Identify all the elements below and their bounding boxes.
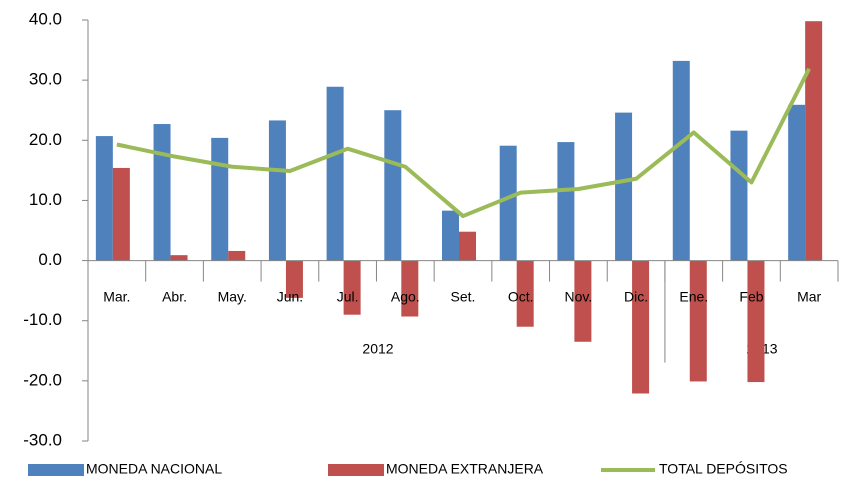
bar bbox=[343, 260, 361, 315]
bar bbox=[615, 112, 633, 261]
x-tick-label: Jun. bbox=[277, 288, 303, 304]
y-tick-label: 10.0 bbox=[29, 190, 62, 209]
line bbox=[116, 67, 811, 219]
y-tick-label: 40.0 bbox=[29, 9, 62, 28]
x-tick-label: Ago. bbox=[391, 288, 420, 304]
y-tick-label: 0.0 bbox=[38, 250, 62, 269]
bar bbox=[747, 260, 765, 383]
legend-swatch bbox=[28, 464, 84, 476]
bar bbox=[153, 124, 171, 261]
bar bbox=[384, 110, 402, 261]
y-tick-label: -20.0 bbox=[23, 370, 62, 389]
x-group-label: 2012 bbox=[362, 341, 393, 357]
bar bbox=[459, 231, 476, 261]
bar bbox=[268, 120, 286, 261]
legend-label: TOTAL DEPÓSITOS bbox=[659, 461, 788, 477]
bar bbox=[112, 167, 130, 261]
x-tick-label: Feb bbox=[739, 288, 763, 304]
bar bbox=[557, 142, 575, 261]
bar bbox=[442, 210, 459, 261]
bar bbox=[574, 260, 592, 342]
x-tick-label: Mar. bbox=[103, 288, 130, 304]
bar bbox=[499, 145, 517, 261]
bar bbox=[228, 250, 246, 261]
bar bbox=[788, 104, 806, 261]
y-tick-label: -10.0 bbox=[23, 310, 62, 329]
bar bbox=[170, 255, 188, 261]
bar bbox=[632, 260, 650, 394]
legend-swatch bbox=[328, 464, 384, 476]
bar bbox=[211, 137, 229, 261]
x-tick-label: Oct. bbox=[508, 288, 534, 304]
legend-label: MONEDA NACIONAL bbox=[86, 461, 222, 477]
x-tick-label: Ene. bbox=[679, 288, 708, 304]
y-tick-label: -30.0 bbox=[23, 430, 62, 449]
x-tick-label: May. bbox=[218, 288, 247, 304]
x-tick-label: Nov. bbox=[565, 288, 593, 304]
bar bbox=[672, 60, 690, 261]
bar bbox=[326, 86, 344, 261]
y-tick-label: 20.0 bbox=[29, 130, 62, 149]
bar bbox=[689, 260, 707, 382]
x-tick-label: Set. bbox=[451, 288, 476, 304]
bar bbox=[285, 260, 303, 298]
bar bbox=[95, 136, 113, 261]
x-tick-label: Jul. bbox=[337, 288, 359, 304]
y-tick-label: 30.0 bbox=[29, 70, 62, 89]
bar bbox=[516, 260, 534, 327]
x-tick-label: Abr. bbox=[162, 288, 187, 304]
bar bbox=[730, 130, 748, 261]
legend-label: MONEDA EXTRANJERA bbox=[386, 461, 544, 477]
x-tick-label: Mar bbox=[797, 288, 821, 304]
bar bbox=[805, 21, 823, 261]
bar bbox=[401, 260, 419, 317]
x-tick-label: Dic. bbox=[624, 288, 648, 304]
